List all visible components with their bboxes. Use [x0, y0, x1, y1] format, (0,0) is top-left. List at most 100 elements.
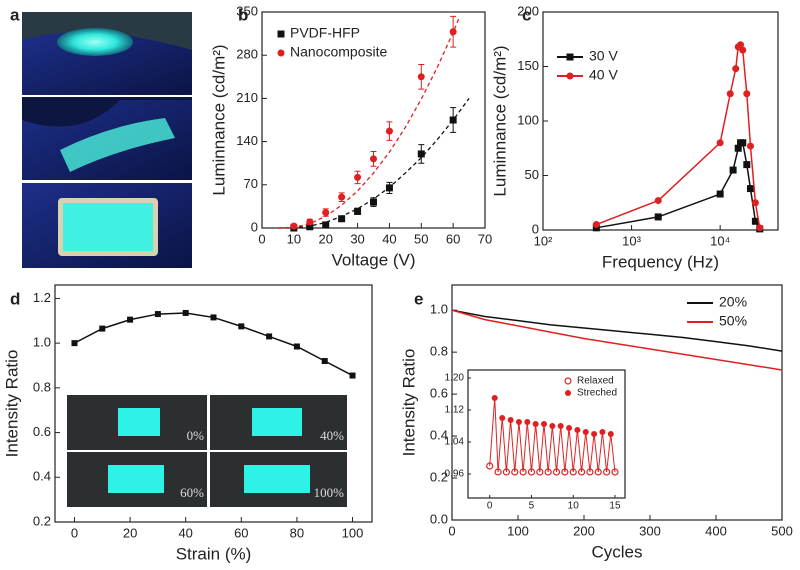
- y-tick-label: 150: [517, 58, 539, 73]
- y-tick-label: 350: [236, 3, 258, 18]
- marker: [210, 314, 217, 321]
- y-tick-label: 1.04: [445, 437, 465, 448]
- x-tick-label: 5: [529, 501, 535, 512]
- cycle-line: [589, 433, 595, 473]
- y-tick-label: 0.2: [430, 469, 448, 484]
- x-tick-label: 0: [487, 501, 493, 512]
- y-tick-label: 1.2: [33, 290, 51, 305]
- photo-label: 0%: [187, 428, 205, 443]
- marker: [739, 139, 747, 147]
- cycle-line: [489, 397, 496, 467]
- y-tick-label: 0.2: [33, 513, 51, 528]
- cycle-line: [547, 425, 553, 473]
- x-tick-label: 15: [609, 501, 621, 512]
- y-tick-label: 1.12: [445, 405, 465, 416]
- x-tick-label: 10²: [534, 233, 553, 248]
- legend-marker: [277, 30, 285, 38]
- legend-label: 30 V: [589, 48, 618, 64]
- marker: [127, 316, 134, 323]
- cycle-line: [593, 433, 599, 473]
- cycle-line: [539, 423, 545, 473]
- x-tick-label: 0: [258, 231, 265, 246]
- y-tick-label: 1.20: [445, 373, 465, 384]
- y-tick-label: 0.0: [430, 511, 448, 526]
- x-tick-label: 10: [568, 501, 580, 512]
- y-tick-label: 0: [532, 221, 539, 236]
- series-line: [74, 312, 353, 377]
- legend-marker: [566, 72, 574, 80]
- y-tick-label: 210: [236, 90, 258, 105]
- marker: [737, 41, 745, 49]
- marker: [751, 217, 759, 225]
- y-tick-label: 280: [236, 47, 258, 62]
- marker: [370, 155, 377, 163]
- marker: [354, 207, 362, 215]
- y-tick-label: 100: [517, 112, 539, 127]
- x-tick-label: 10: [287, 231, 301, 246]
- marker: [751, 199, 759, 207]
- legend-marker: [277, 49, 285, 57]
- plot-frame: [54, 284, 373, 523]
- photo-detail: [108, 465, 164, 493]
- photo-detail: [252, 408, 302, 436]
- marker: [385, 184, 393, 192]
- panel-label: e: [414, 289, 423, 308]
- marker: [716, 139, 724, 147]
- x-axis-label: Cycles: [591, 542, 642, 561]
- cycle-line: [522, 421, 528, 473]
- photo-label: 60%: [180, 485, 204, 500]
- panel-label: a: [10, 5, 20, 24]
- x-tick-label: 20: [318, 231, 332, 246]
- cycle-line: [514, 421, 520, 473]
- series-line: [596, 43, 761, 228]
- legend-label: Nanocomposite: [290, 44, 387, 60]
- marker: [71, 340, 78, 347]
- marker: [734, 144, 742, 152]
- marker: [746, 142, 754, 150]
- y-tick-label: 0.96: [445, 469, 465, 480]
- legend-label: Streched: [577, 388, 617, 399]
- marker: [743, 90, 751, 98]
- marker: [726, 90, 734, 98]
- x-tick-label: 0: [448, 523, 455, 538]
- cycle-line: [576, 429, 583, 473]
- marker: [417, 73, 425, 81]
- x-tick-label: 400: [705, 523, 727, 538]
- y-axis-label: Intensity Ratio: [2, 350, 21, 458]
- photo-detail: [60, 118, 175, 172]
- cycle-line: [585, 431, 591, 473]
- x-tick-label: 300: [639, 523, 661, 538]
- legend-label: PVDF-HFP: [290, 25, 360, 41]
- series-line: [451, 309, 783, 371]
- x-tick-label: 200: [573, 523, 595, 538]
- photo-detail: [244, 465, 310, 493]
- marker: [449, 28, 457, 36]
- x-axis-label: Voltage (V): [331, 250, 415, 269]
- legend-label: 20%: [719, 294, 747, 310]
- marker: [99, 325, 106, 332]
- x-tick-label: 20: [123, 525, 137, 540]
- marker: [743, 161, 751, 169]
- marker: [306, 223, 314, 231]
- marker: [306, 218, 314, 226]
- marker: [290, 222, 298, 230]
- marker: [338, 215, 346, 223]
- cycle-line: [505, 419, 512, 473]
- y-tick-label: 140: [236, 133, 258, 148]
- x-tick-label: 70: [478, 231, 492, 246]
- cycle-line: [535, 423, 541, 473]
- marker: [349, 372, 356, 379]
- legend-label: 40 V: [589, 67, 618, 83]
- cycle-line: [556, 425, 562, 473]
- y-axis-label: Luminnance (cd/m²): [490, 45, 509, 196]
- cycle-line: [606, 433, 612, 473]
- y-tick-label: 70: [244, 176, 258, 191]
- x-tick-label: 80: [290, 525, 304, 540]
- cycle-line: [560, 425, 566, 473]
- marker: [154, 311, 161, 318]
- marker: [417, 150, 425, 158]
- x-tick-label: 60: [234, 525, 248, 540]
- cycle-line: [494, 397, 499, 473]
- marker: [654, 213, 662, 221]
